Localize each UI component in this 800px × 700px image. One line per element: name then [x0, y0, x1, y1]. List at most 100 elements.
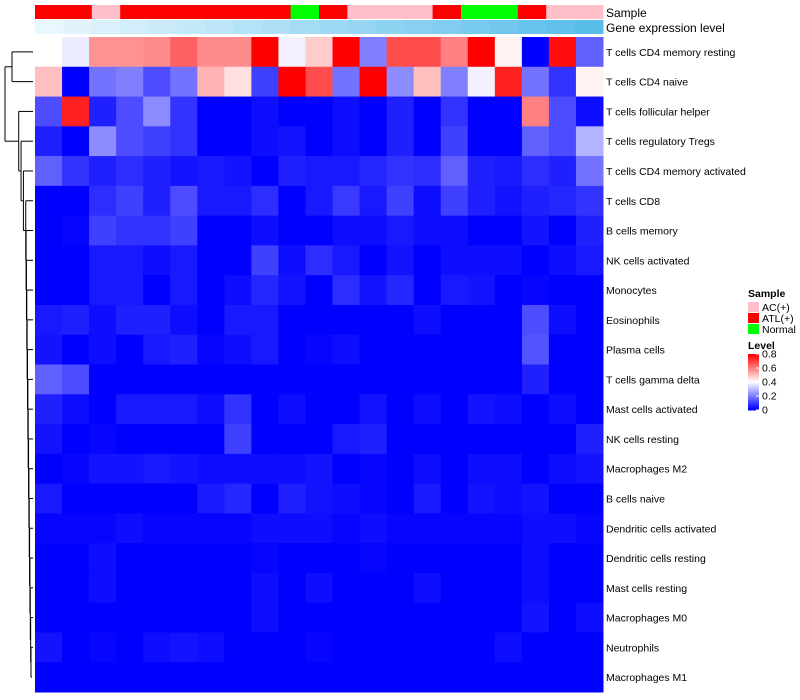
heatmap-cell — [35, 572, 63, 604]
heatmap-cell — [575, 453, 604, 485]
heatmap-cell — [35, 37, 63, 68]
heatmap-cell — [494, 572, 523, 604]
heatmap-cell — [278, 602, 306, 633]
row-label: T cells gamma delta — [606, 374, 700, 386]
heatmap-cell — [494, 156, 523, 187]
gene-expression-annotation-cell — [148, 20, 178, 34]
heatmap-cell — [278, 364, 306, 395]
heatmap-cell — [224, 483, 252, 514]
heatmap-cell — [143, 126, 171, 157]
heatmap-cell — [521, 662, 550, 693]
heatmap-cell — [359, 453, 388, 485]
heatmap-cell — [494, 394, 523, 425]
heatmap-cell — [116, 215, 144, 246]
heatmap-cell — [116, 185, 144, 217]
heatmap-cell — [89, 96, 117, 127]
heatmap-cell — [116, 483, 144, 514]
heatmap-cell — [305, 215, 334, 246]
heatmap-cell — [116, 364, 144, 395]
heatmap-cell — [467, 37, 496, 68]
heatmap-cell — [386, 66, 415, 98]
heatmap-cell — [575, 364, 604, 395]
heatmap-cell — [359, 424, 388, 455]
heatmap-cell — [170, 453, 198, 485]
heatmap-cell — [278, 424, 306, 455]
heatmap-cell — [143, 334, 171, 365]
heatmap-cell — [413, 304, 442, 336]
heatmap-cell — [440, 96, 469, 127]
heatmap-cell — [332, 364, 361, 395]
heatmap-cell — [494, 126, 523, 157]
heatmap-cell — [251, 245, 279, 276]
heatmap-cell — [548, 364, 577, 395]
sample-legend-title: Sample — [748, 288, 786, 300]
heatmap-cell — [251, 483, 279, 514]
heatmap-cell — [251, 662, 279, 693]
heatmap-cell — [197, 304, 225, 336]
heatmap-cell — [62, 662, 90, 693]
heatmap-cell — [170, 543, 198, 574]
heatmap-cell — [116, 453, 144, 485]
heatmap-cell — [548, 156, 577, 187]
heatmap-cell — [413, 364, 442, 395]
heatmap-cell — [116, 156, 144, 187]
heatmap-cell — [251, 394, 279, 425]
heatmap-cell — [440, 394, 469, 425]
heatmap-cell — [548, 543, 577, 574]
heatmap-cell — [575, 126, 604, 157]
heatmap-cell — [548, 304, 577, 336]
level-legend-gradient-step — [748, 366, 759, 369]
heatmap-cell — [386, 424, 415, 455]
heatmap-cell — [359, 96, 388, 127]
row-label: Eosinophils — [606, 315, 660, 327]
heatmap-cell — [197, 424, 225, 455]
sample-annotation-cell — [319, 5, 348, 19]
heatmap-cell — [548, 572, 577, 604]
sample-annotation-cell — [489, 5, 519, 19]
heatmap-cell — [89, 215, 117, 246]
heatmap-cell — [116, 275, 144, 306]
heatmap-cell — [548, 37, 577, 68]
heatmap-cell — [143, 483, 171, 514]
heatmap-cell — [116, 424, 144, 455]
level-legend-title: Level — [748, 340, 775, 352]
gene-expression-annotation-label: Gene expression level — [606, 21, 725, 35]
heatmap-cell — [467, 453, 496, 485]
level-legend-gradient-step — [748, 404, 759, 407]
heatmap-cell — [224, 185, 252, 217]
row-label: NK cells activated — [606, 255, 690, 267]
heatmap-cell — [332, 513, 361, 544]
heatmap-cell — [440, 572, 469, 604]
heatmap-cell — [548, 66, 577, 98]
heatmap-cell — [521, 602, 550, 633]
gene-expression-annotation-cell — [262, 20, 292, 34]
heatmap-cell — [575, 483, 604, 514]
heatmap-cell — [305, 275, 334, 306]
sample-annotation-bar — [35, 5, 604, 19]
level-legend-gradient-step — [748, 383, 759, 386]
heatmap-cell — [413, 334, 442, 365]
heatmap-cell — [62, 543, 90, 574]
heatmap-cell — [575, 602, 604, 633]
gene-expression-annotation-cell — [489, 20, 519, 34]
heatmap-cell — [35, 394, 63, 425]
heatmap-cell — [62, 364, 90, 395]
heatmap-cell — [251, 513, 279, 544]
level-legend-gradient-step — [748, 355, 759, 358]
heatmap-cell — [143, 572, 171, 604]
gene-expression-annotation-cell — [461, 20, 490, 34]
heatmap-cell — [332, 662, 361, 693]
heatmap-cell — [251, 543, 279, 574]
heatmap-cell — [89, 304, 117, 336]
heatmap-cell — [62, 632, 90, 663]
level-legend-gradient-step — [748, 403, 759, 405]
heatmap-cell — [494, 66, 523, 98]
row-label: T cells CD4 memory resting — [606, 47, 735, 59]
heatmap-cell — [89, 364, 117, 395]
gene-expression-annotation-cell — [404, 20, 434, 34]
heatmap-cell — [251, 304, 279, 336]
heatmap-cell — [494, 632, 523, 663]
heatmap-cell — [143, 394, 171, 425]
heatmap-cell — [62, 245, 90, 276]
heatmap-cell — [386, 572, 415, 604]
